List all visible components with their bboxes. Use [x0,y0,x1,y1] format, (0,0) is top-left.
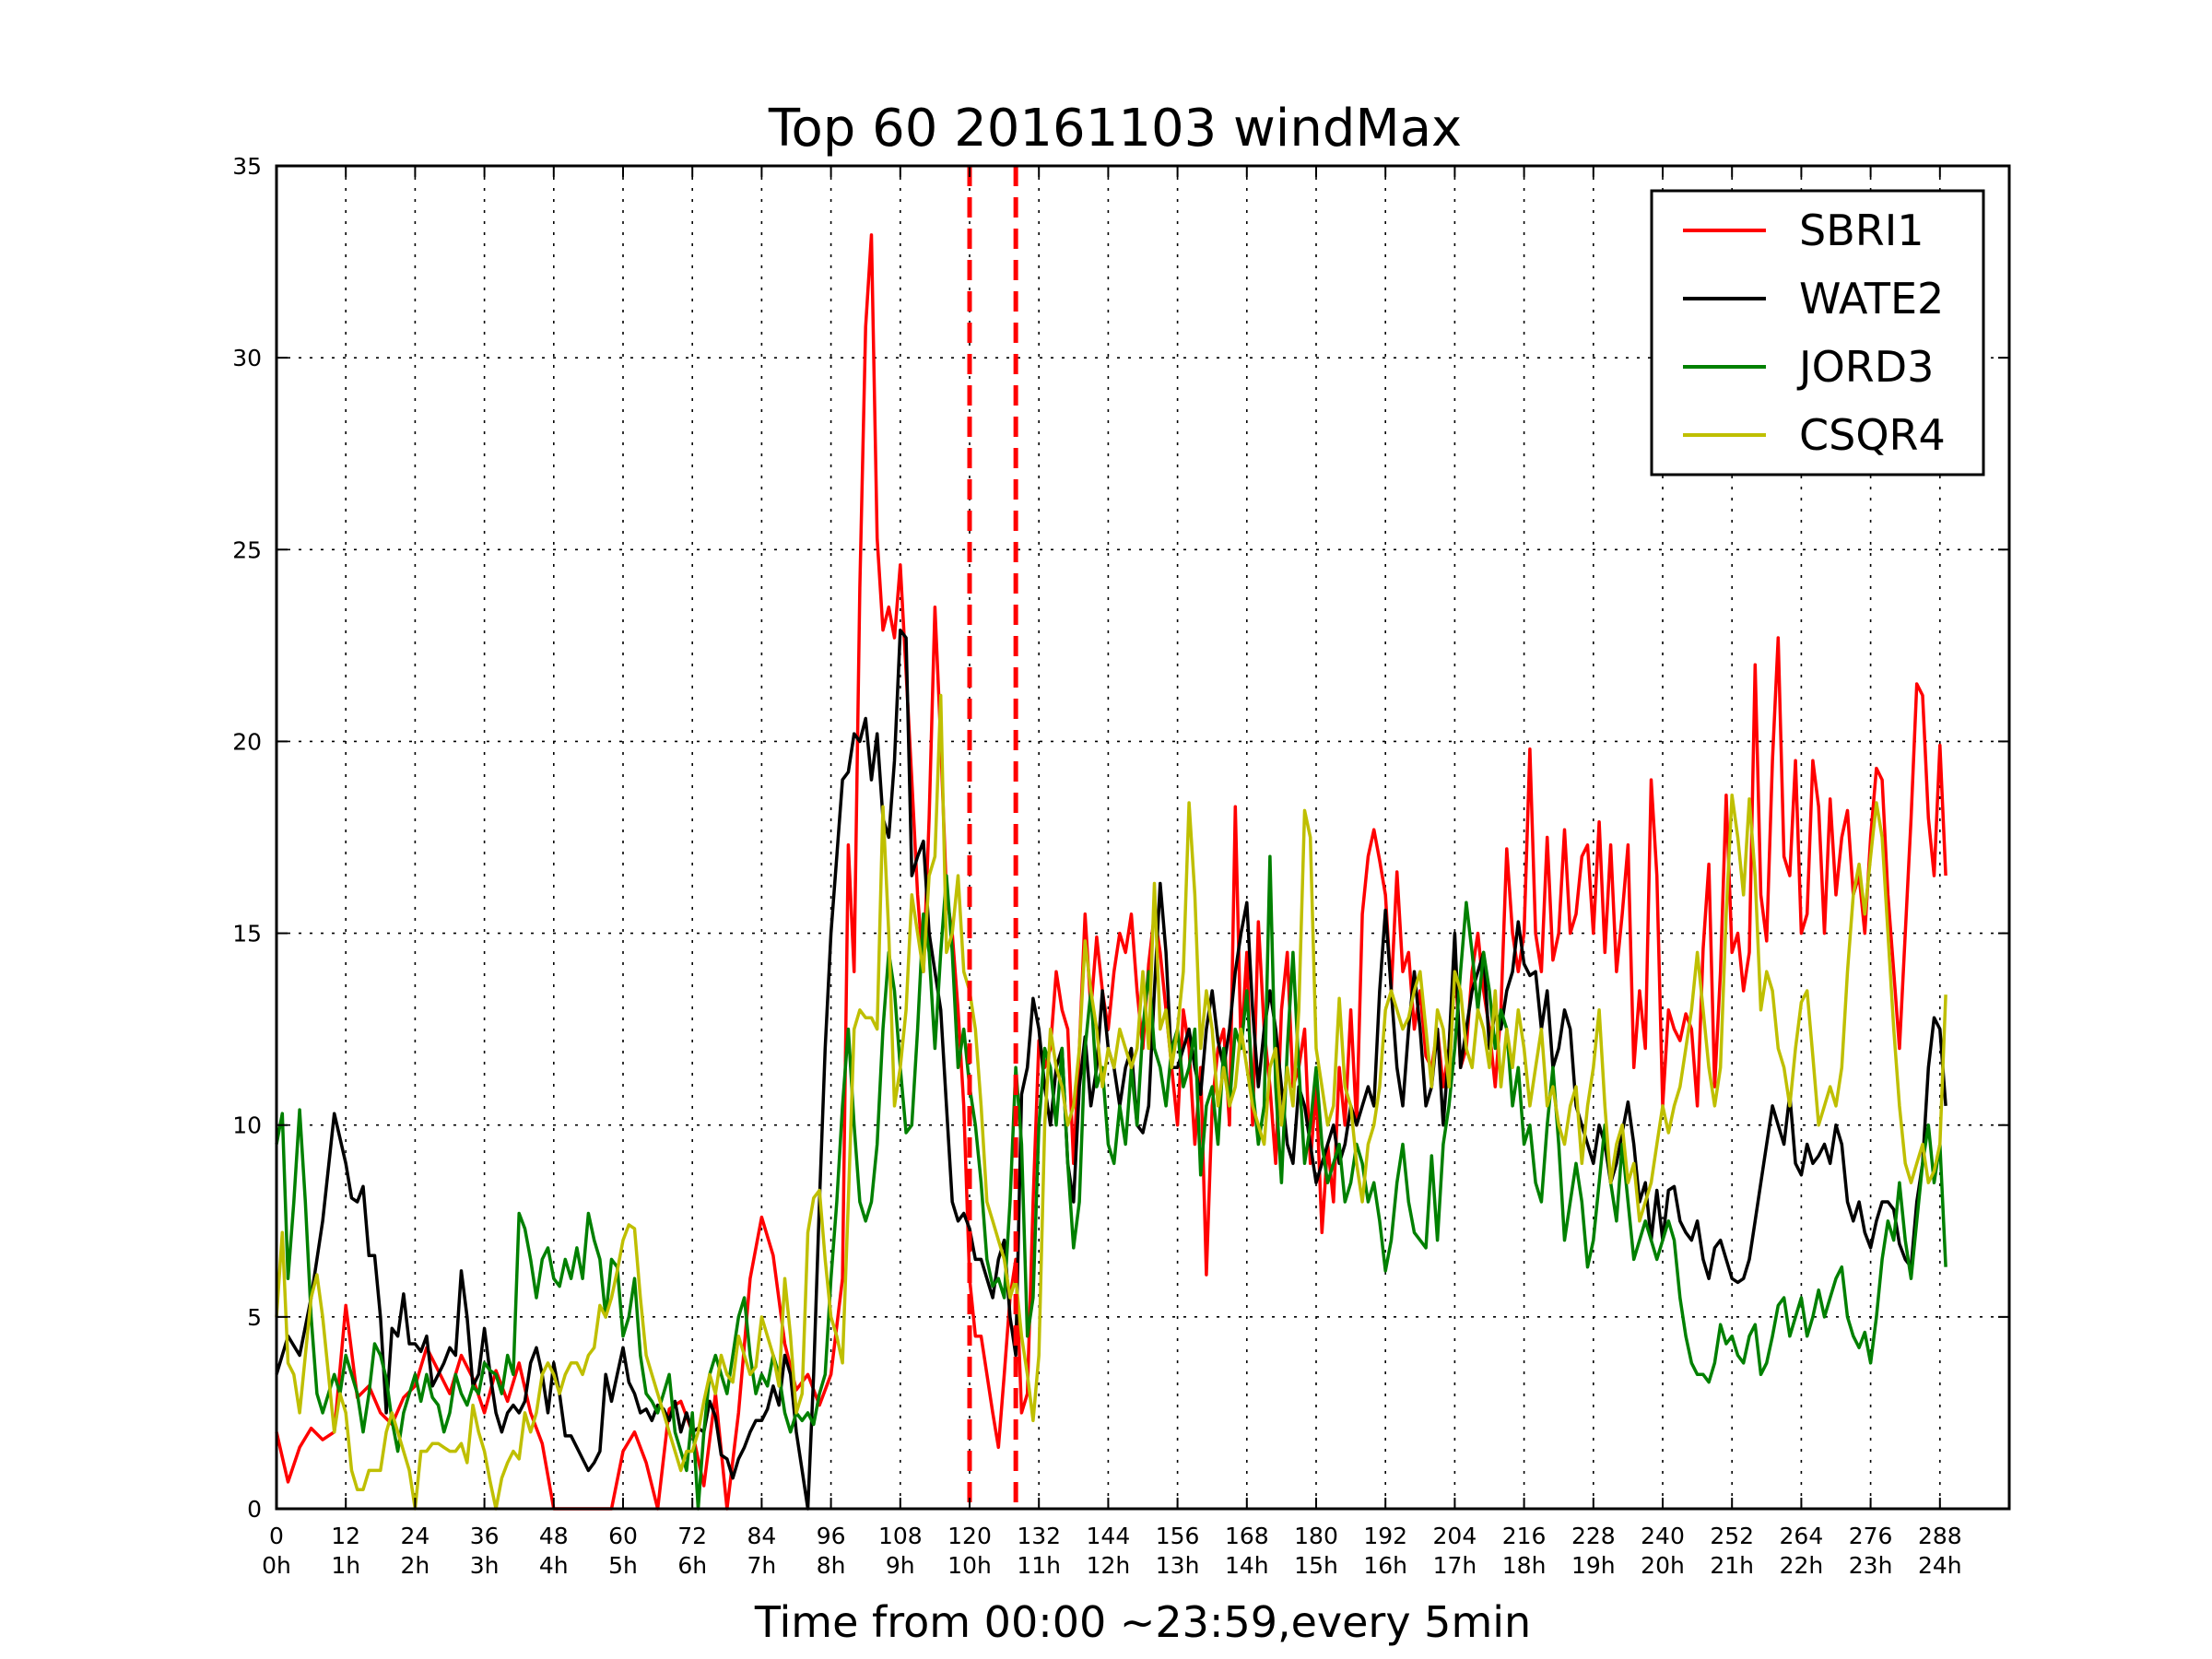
x-tick-label: 216 [1502,1523,1547,1549]
x-tick-sublabel: 23h [1849,1552,1893,1579]
x-tick-label: 264 [1780,1523,1824,1549]
legend-label-sbri1: SBRI1 [1799,206,1924,255]
x-tick-sublabel: 24h [1918,1552,1962,1579]
legend: SBRI1 WATE2 JORD3 CSQR4 [1650,189,1985,477]
x-tick-sublabel: 22h [1780,1552,1824,1579]
x-tick-label: 168 [1225,1523,1269,1549]
x-tick-label: 96 [817,1523,846,1549]
x-axis-label: Time from 00:00 ~23:59,every 5min [754,1597,1531,1647]
x-tick-label: 156 [1156,1523,1200,1549]
legend-box [1650,189,1985,477]
x-tick-label: 24 [400,1523,429,1549]
x-tick-label: 240 [1641,1523,1685,1549]
x-tick-label: 144 [1087,1523,1131,1549]
x-tick-sublabel: 16h [1363,1552,1407,1579]
x-tick-sublabel: 18h [1502,1552,1547,1579]
x-tick-label: 192 [1363,1523,1407,1549]
x-tick-sublabel: 9h [886,1552,915,1579]
x-tick-sublabel: 21h [1710,1552,1754,1579]
x-tick-sublabel: 20h [1641,1552,1685,1579]
x-tick-label: 48 [539,1523,569,1549]
legend-label-csqr4: CSQR4 [1799,410,1946,460]
series-line-sbri1 [275,233,1947,1511]
x-tick-sublabel: 12h [1087,1552,1131,1579]
plot-frame [275,164,2011,1511]
x-tick-sublabel: 7h [747,1552,777,1579]
vertical-markers [967,166,1018,1509]
x-tick-sublabel: 17h [1433,1552,1477,1579]
x-tick-label: 12 [331,1523,360,1549]
x-tick-label: 288 [1918,1523,1962,1549]
x-tick-label: 120 [947,1523,992,1549]
x-tick-sublabel: 11h [1017,1552,1061,1579]
x-tick-label: 84 [747,1523,776,1549]
x-tick-sublabel: 15h [1294,1552,1338,1579]
x-tick-label: 228 [1571,1523,1616,1549]
x-tick-label: 108 [878,1523,923,1549]
axis-ticks [276,165,2009,1510]
x-tick-sublabel: 0h [262,1552,291,1579]
x-tick-sublabel: 10h [947,1552,992,1579]
y-tick-label: 5 [247,1304,262,1331]
legend-label-jord3: JORD3 [1796,342,1934,392]
x-tick-sublabel: 1h [331,1552,360,1579]
x-tick-sublabel: 4h [539,1552,569,1579]
y-tick-label: 15 [232,921,262,947]
x-tick-label: 132 [1017,1523,1061,1549]
chart-title: Top 60 20161103 windMax [768,99,1462,159]
y-tick-label: 0 [247,1496,262,1523]
x-tick-sublabel: 2h [401,1552,430,1579]
y-tick-labels: 0 5 10 15 20 25 30 35 [232,153,262,1523]
x-tick-sublabel: 3h [470,1552,500,1579]
y-tick-label: 35 [232,153,262,180]
x-tick-label: 180 [1294,1523,1338,1549]
y-tick-label: 30 [232,345,262,371]
x-tick-label: 204 [1433,1523,1477,1549]
x-tick-sublabel: 13h [1156,1552,1200,1579]
plot-series [275,233,1947,1511]
x-tick-sublabel: 19h [1571,1552,1616,1579]
x-tick-label: 252 [1710,1523,1754,1549]
legend-label-wate2: WATE2 [1799,274,1944,324]
x-tick-sublabel: 6h [677,1552,707,1579]
y-tick-label: 20 [232,728,262,755]
x-tick-sublabel: 5h [608,1552,638,1579]
x-tick-sublabel: 14h [1225,1552,1269,1579]
x-tick-label: 36 [470,1523,500,1549]
series-line-jord3 [275,854,1947,1511]
x-tick-label: 72 [677,1523,707,1549]
x-tick-label: 276 [1849,1523,1893,1549]
series-line-csqr4 [275,693,1947,1511]
x-tick-sublabel: 8h [817,1552,846,1579]
x-tick-label: 60 [608,1523,638,1549]
y-tick-label: 10 [232,1112,262,1139]
x-tick-labels: 0 0h 12 1h 24 2h 36 3h 48 4h 60 5h 72 6h 84 7h 96 8h 108 9h… [262,1523,1962,1579]
y-tick-label: 25 [232,536,262,563]
x-tick-label: 0 [269,1523,284,1549]
